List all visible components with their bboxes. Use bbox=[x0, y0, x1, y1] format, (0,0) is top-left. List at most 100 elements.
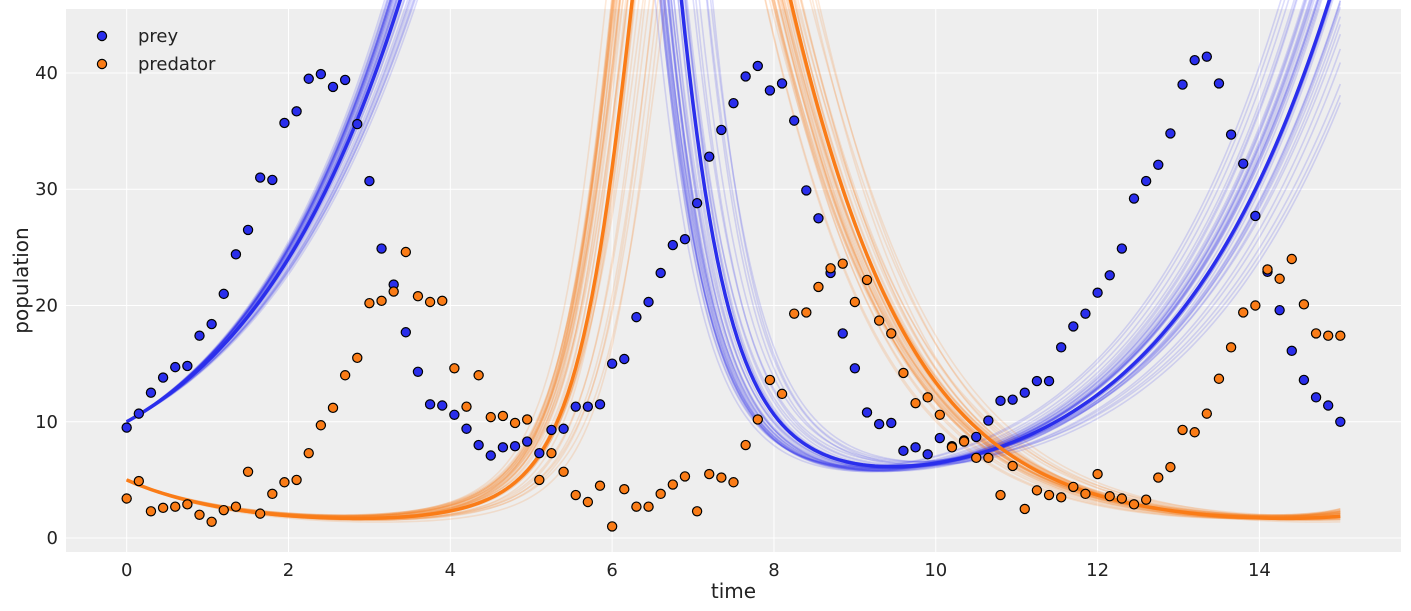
prey-sample-line bbox=[126, 0, 1286, 468]
prey-sample-line bbox=[126, 0, 1319, 471]
prey-sample-line bbox=[126, 0, 1314, 471]
predator-point bbox=[849, 296, 861, 308]
prey-point bbox=[1310, 392, 1322, 403]
predator-point bbox=[558, 466, 569, 477]
predator-point bbox=[667, 479, 679, 490]
prey-point bbox=[983, 415, 994, 426]
predator-point bbox=[764, 374, 776, 386]
prey-point bbox=[1128, 193, 1140, 204]
prey-point bbox=[279, 117, 290, 129]
prey-point bbox=[1031, 375, 1043, 387]
prey-point bbox=[182, 360, 193, 372]
predator-point bbox=[461, 401, 472, 412]
x-tick-label: 10 bbox=[924, 560, 947, 581]
prey-point bbox=[327, 81, 339, 93]
prey-sample-line bbox=[126, 0, 1297, 470]
prey-sample-line bbox=[126, 0, 1342, 464]
prey-point bbox=[485, 450, 496, 461]
prey-point bbox=[1007, 394, 1018, 405]
prey-point bbox=[400, 327, 412, 338]
predator-point bbox=[279, 477, 290, 488]
prey-sample-line bbox=[126, 0, 1282, 468]
prey-point bbox=[691, 197, 703, 209]
predator-point bbox=[1092, 468, 1103, 480]
prey-sample-line bbox=[126, 0, 1316, 472]
prey-sample-line bbox=[126, 0, 1318, 470]
predator-point bbox=[740, 439, 751, 451]
predator-point bbox=[1286, 253, 1297, 265]
prey-point bbox=[145, 387, 157, 398]
prey-point bbox=[194, 330, 205, 341]
predator-point bbox=[376, 295, 387, 307]
prey-point bbox=[594, 399, 606, 410]
x-tick-label: 14 bbox=[1248, 560, 1271, 581]
prey-point bbox=[291, 106, 302, 117]
prey-sample-line bbox=[126, 0, 1313, 472]
x-tick-label: 8 bbox=[768, 560, 779, 581]
predator-point bbox=[1250, 300, 1261, 311]
prey-sample-line bbox=[126, 0, 1307, 470]
y-tick-label: 20 bbox=[35, 295, 58, 316]
prey-point bbox=[679, 234, 691, 245]
predator-point bbox=[691, 506, 703, 517]
predator-point bbox=[194, 509, 205, 520]
prey-point bbox=[558, 423, 569, 434]
prey-point bbox=[728, 97, 739, 109]
x-axis-label: time bbox=[711, 579, 756, 603]
predator-point bbox=[1274, 273, 1285, 284]
predator-point bbox=[825, 263, 836, 274]
predator-point bbox=[776, 388, 788, 400]
predator-point bbox=[157, 502, 169, 514]
predator-point bbox=[170, 501, 181, 512]
prey-point bbox=[546, 424, 557, 436]
prey-point bbox=[1080, 308, 1091, 319]
y-tick-label: 0 bbox=[47, 528, 58, 549]
prey-point bbox=[1068, 321, 1079, 332]
prey-point bbox=[364, 175, 375, 187]
predator-point bbox=[801, 307, 812, 318]
predator-point bbox=[437, 295, 448, 307]
predator-point bbox=[1080, 488, 1091, 500]
predator-point bbox=[958, 436, 970, 447]
predator-point bbox=[1201, 408, 1213, 419]
prey-sample-line bbox=[126, 0, 1342, 463]
predator-point bbox=[206, 516, 217, 527]
prey-point bbox=[740, 71, 751, 82]
prey-point bbox=[376, 243, 387, 254]
prey-point bbox=[861, 407, 873, 418]
legend-predator-label: predator bbox=[138, 54, 216, 75]
predator-point bbox=[1165, 461, 1176, 473]
y-tick-label: 10 bbox=[35, 412, 58, 433]
prey-point bbox=[1140, 175, 1152, 187]
prey-point bbox=[716, 124, 727, 136]
predator-point bbox=[570, 489, 581, 501]
prey-point bbox=[788, 115, 800, 126]
prey-sample-line bbox=[126, 0, 1342, 463]
predator-point bbox=[679, 471, 691, 482]
predator-point bbox=[230, 501, 242, 512]
predator-point bbox=[534, 474, 545, 486]
predator-point bbox=[1140, 494, 1152, 505]
prey-point bbox=[1104, 270, 1115, 281]
predator-point bbox=[400, 246, 412, 258]
predator-point bbox=[655, 488, 666, 500]
predator-point bbox=[388, 286, 399, 297]
prey-point bbox=[497, 442, 509, 453]
predator-point bbox=[424, 296, 436, 308]
predator-point bbox=[546, 447, 557, 459]
prey-point bbox=[521, 436, 533, 447]
prey-point bbox=[1092, 287, 1103, 298]
prey-point bbox=[776, 78, 788, 89]
predator-point bbox=[449, 363, 460, 374]
prey-point bbox=[704, 151, 715, 162]
predator-point bbox=[1031, 485, 1043, 496]
prey-sample-line bbox=[126, 0, 1290, 470]
predator-point bbox=[1043, 489, 1055, 501]
prey-sample-line bbox=[126, 0, 1342, 463]
prey-point bbox=[1165, 128, 1176, 139]
prey-point bbox=[1286, 345, 1297, 357]
predator-point bbox=[910, 397, 921, 409]
prey-point bbox=[121, 422, 132, 433]
prey-point bbox=[218, 288, 229, 300]
